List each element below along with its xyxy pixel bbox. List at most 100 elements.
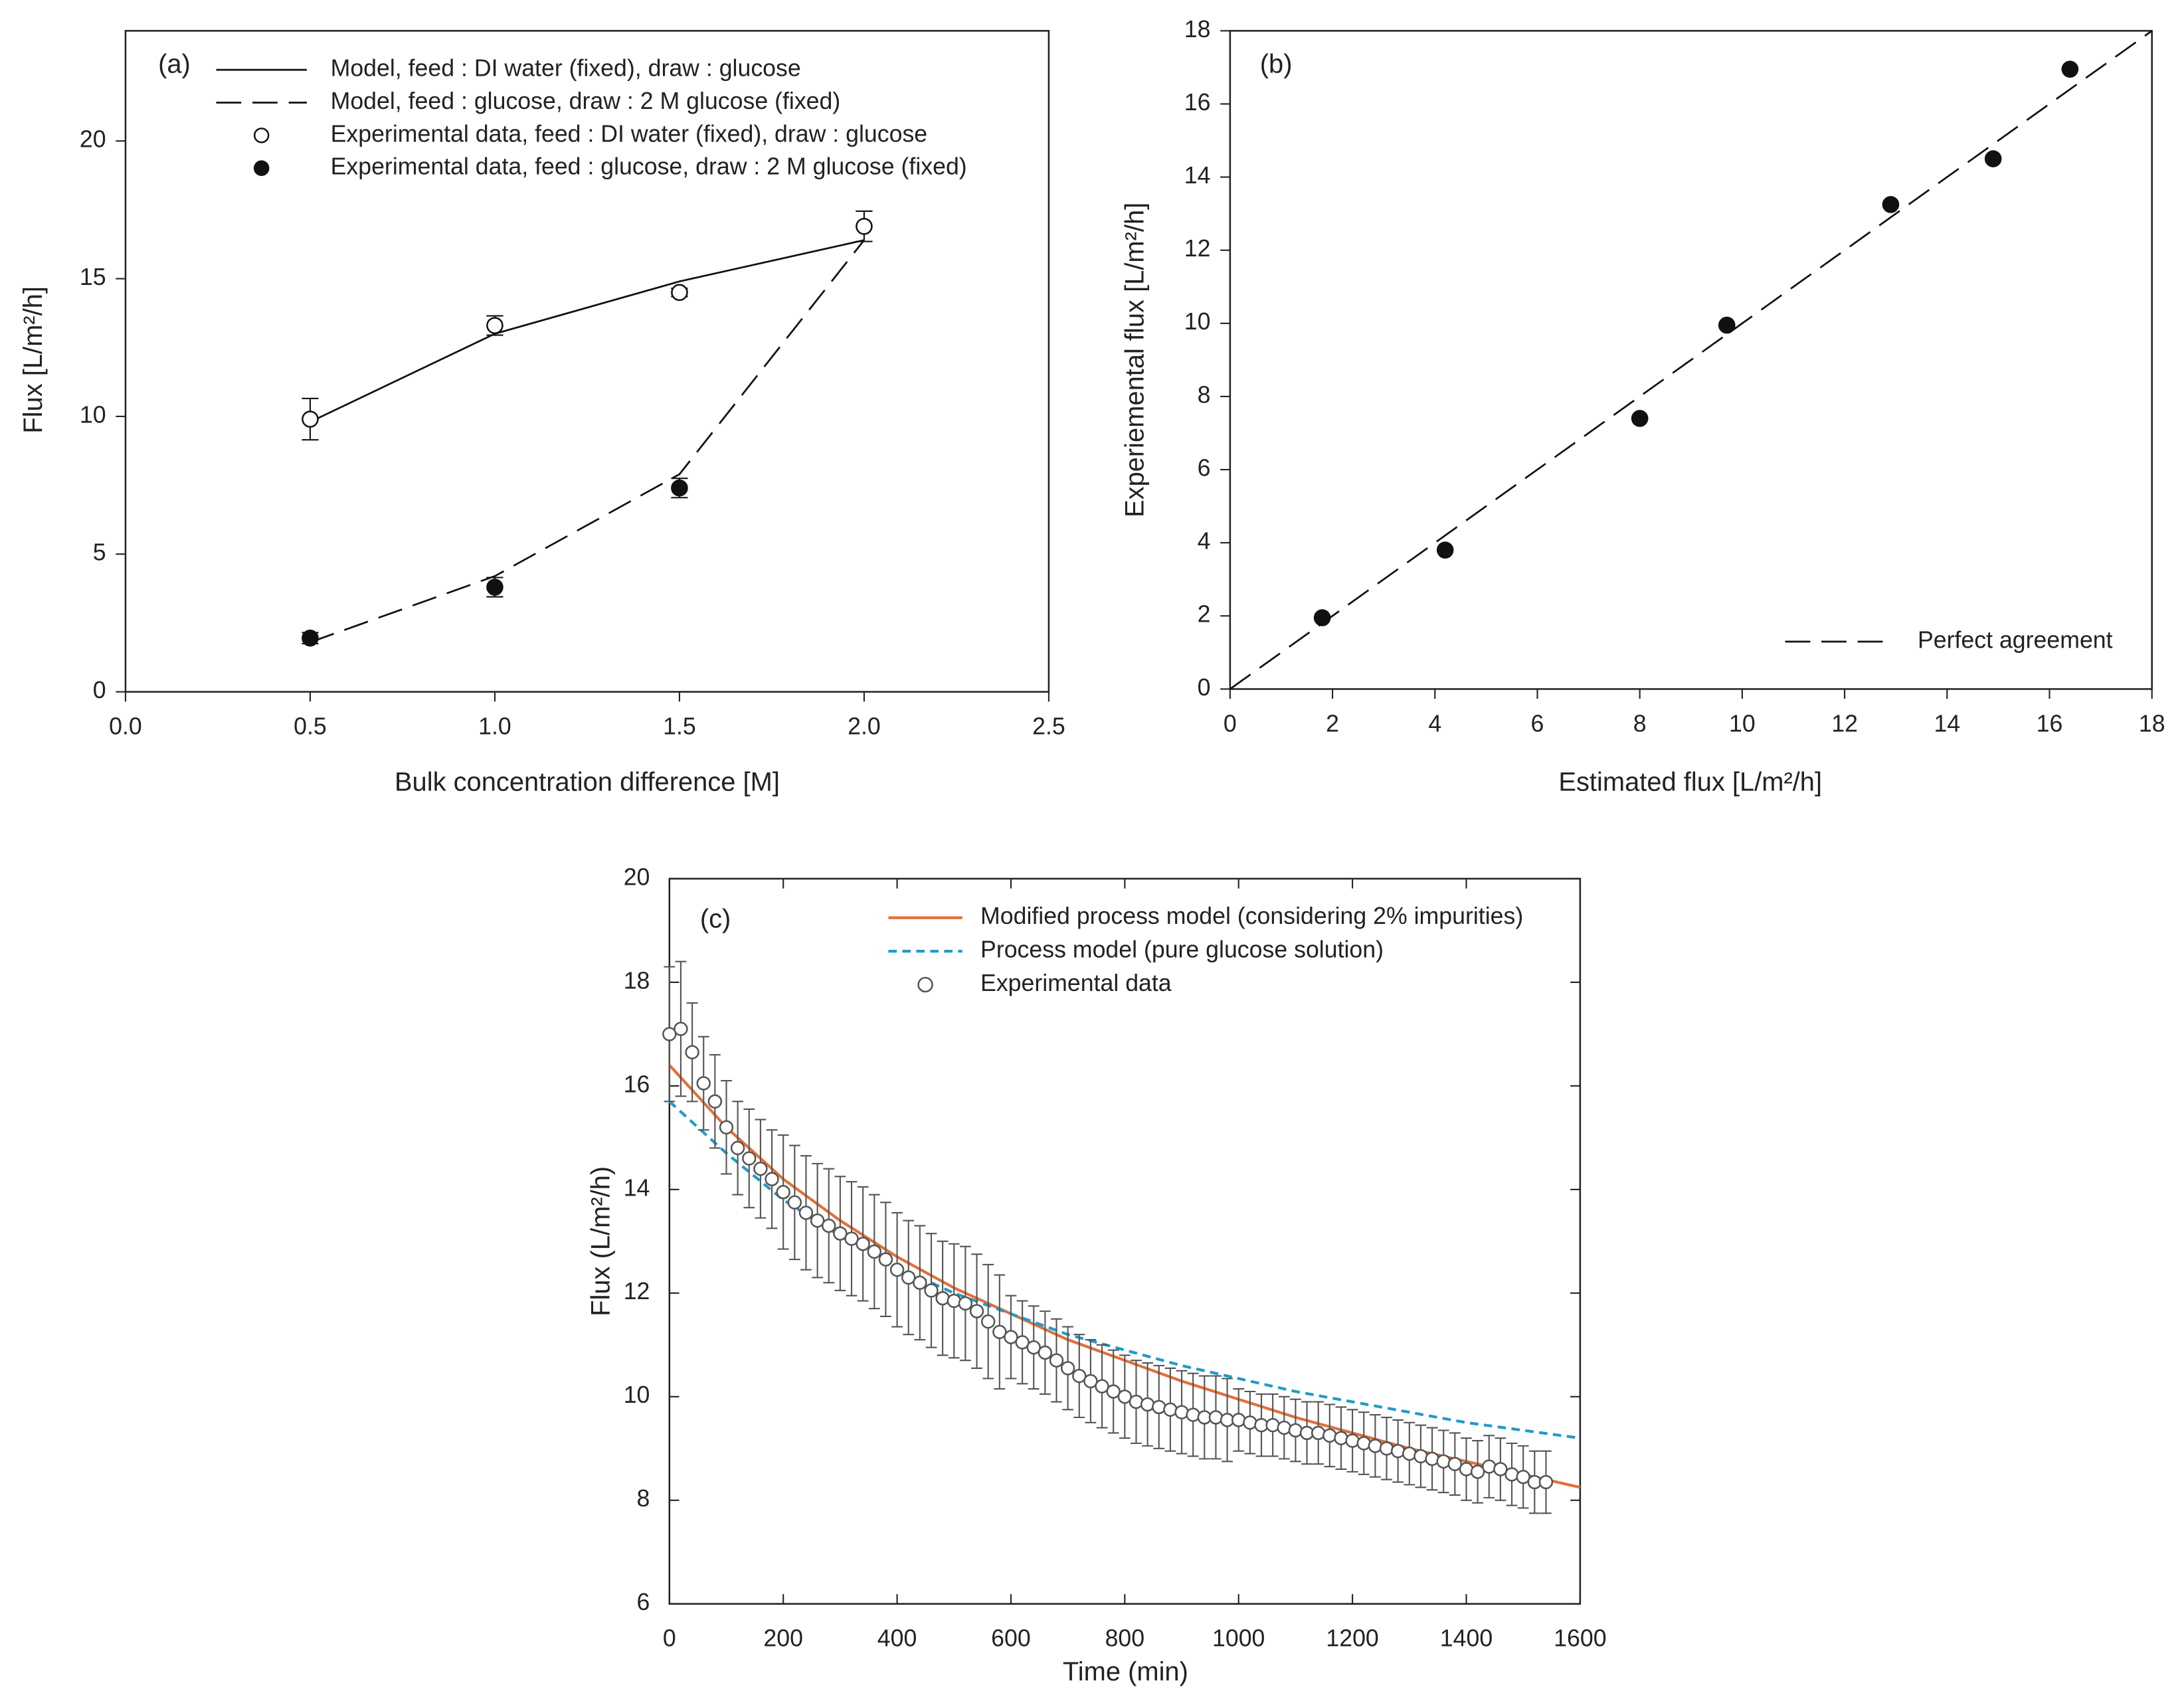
y-tick-label: 0 (1198, 674, 1211, 701)
data-point (924, 1283, 939, 1298)
data-point (844, 1231, 859, 1246)
data-point (1060, 1361, 1075, 1376)
data-point (1186, 1407, 1200, 1422)
x-tick-label: 2.0 (848, 713, 881, 740)
data-point (1368, 1439, 1383, 1453)
y-tick-label: 18 (624, 967, 650, 994)
x-tick-label: 12 (1831, 710, 1858, 737)
data-point (798, 1206, 814, 1220)
data-point (1140, 1397, 1155, 1412)
data-point (776, 1185, 790, 1200)
panel-label: (c) (700, 904, 731, 933)
x-tick-label: 2.5 (1032, 713, 1065, 740)
legend-label: Experimental data, feed : DI water (fixe… (331, 120, 928, 147)
x-tick-label: 400 (877, 1625, 917, 1652)
data-point (969, 1304, 984, 1318)
x-tick-label: 8 (1633, 710, 1647, 737)
data-point (2061, 60, 2079, 78)
data-point (662, 1027, 677, 1041)
x-tick-label: 600 (991, 1625, 1031, 1652)
data-point (787, 1195, 802, 1210)
data-point (486, 579, 503, 596)
data-point (1038, 1345, 1053, 1360)
data-point (889, 1263, 905, 1277)
x-tick-label: 1200 (1326, 1625, 1378, 1652)
panel: 0 200 400 600 800 1000 1200 1400 1600 6 8 10 12 14 16 1… (587, 863, 1607, 1686)
data-point (1265, 1417, 1280, 1433)
panel-label: (a) (158, 49, 191, 78)
y-tick-label: 20 (624, 863, 650, 890)
data-point (1379, 1441, 1394, 1456)
y-tick-label: 12 (1184, 235, 1211, 262)
y-tick-label: 10 (624, 1382, 650, 1408)
data-point (1447, 1457, 1463, 1471)
x-tick-label: 0 (1224, 710, 1237, 737)
data-point (742, 1151, 757, 1166)
data-point (1482, 1459, 1497, 1474)
data-point (674, 1022, 688, 1036)
x-tick-label: 0 (663, 1625, 676, 1652)
data-point (1390, 1443, 1406, 1459)
x-tick-label: 2 (1326, 710, 1339, 737)
y-tick-label: 18 (1184, 16, 1211, 43)
data-point (1538, 1475, 1554, 1490)
data-point (671, 479, 688, 497)
y-tick-label: 12 (624, 1278, 650, 1304)
data-point (707, 1094, 723, 1109)
legend-label: Process model (pure glucose solution) (980, 937, 1384, 963)
y-tick-label: 10 (1184, 308, 1211, 335)
x-tick-label: 6 (1531, 710, 1544, 737)
y-tick-label: 20 (80, 126, 106, 153)
data-point (765, 1172, 779, 1186)
data-point (1288, 1423, 1303, 1438)
data-point (1504, 1467, 1519, 1482)
x-tick-label: 14 (1934, 710, 1960, 737)
data-point (486, 317, 503, 334)
data-point (980, 1314, 996, 1329)
x-tick-label: 1400 (1440, 1625, 1493, 1652)
x-tick-label: 18 (2139, 710, 2165, 737)
data-point (671, 284, 688, 302)
x-axis-label: Time (min) (1063, 1657, 1188, 1686)
data-point (1718, 316, 1736, 334)
data-point (1425, 1451, 1439, 1467)
legend-label: Experimental data, feed : glucose, draw … (331, 153, 967, 180)
x-tick-label: 0.0 (109, 713, 142, 740)
panel: 0 2 4 6 8 10 12 14 16 18 0 2 4 6 8 10 12 14 16 18 (b) Estimat… (1121, 16, 2165, 797)
panel-label: (b) (1260, 49, 1293, 78)
plot-frame (1229, 30, 2153, 690)
data-point (958, 1296, 973, 1311)
data-point (719, 1120, 734, 1134)
legend-label: Model, feed : glucose, draw : 2 M glucos… (331, 88, 841, 114)
y-axis-label: Flux (L/m²/h) (587, 1166, 616, 1316)
data-point (1208, 1410, 1224, 1425)
y-axis-label: Flux [L/m²/h] (19, 286, 48, 434)
data-point (1493, 1462, 1508, 1477)
data-point (1117, 1389, 1133, 1404)
data-point (696, 1076, 711, 1091)
data-point (1882, 196, 1900, 213)
x-tick-label: 1.0 (478, 713, 511, 740)
data-point (1631, 410, 1649, 427)
x-tick-label: 1.5 (663, 713, 696, 740)
y-tick-label: 16 (1184, 89, 1211, 116)
data-point (1015, 1335, 1030, 1350)
legend-label: Perfect agreement (1918, 626, 2113, 653)
data-point (302, 629, 319, 647)
y-tick-label: 2 (1198, 601, 1211, 628)
y-axis-label: Experiemental flux [L/m²/h] (1121, 203, 1150, 517)
data-point (913, 1275, 927, 1290)
y-tick-label: 10 (80, 401, 106, 428)
data-point (1129, 1394, 1144, 1409)
data-point (878, 1252, 893, 1267)
data-point (685, 1045, 699, 1059)
data-point (1083, 1374, 1098, 1389)
y-tick-label: 16 (624, 1071, 650, 1097)
data-point (1436, 1454, 1451, 1469)
series-line (310, 239, 865, 644)
data-point (1311, 1425, 1326, 1441)
data-point (856, 217, 873, 235)
legend-marker (917, 976, 933, 993)
